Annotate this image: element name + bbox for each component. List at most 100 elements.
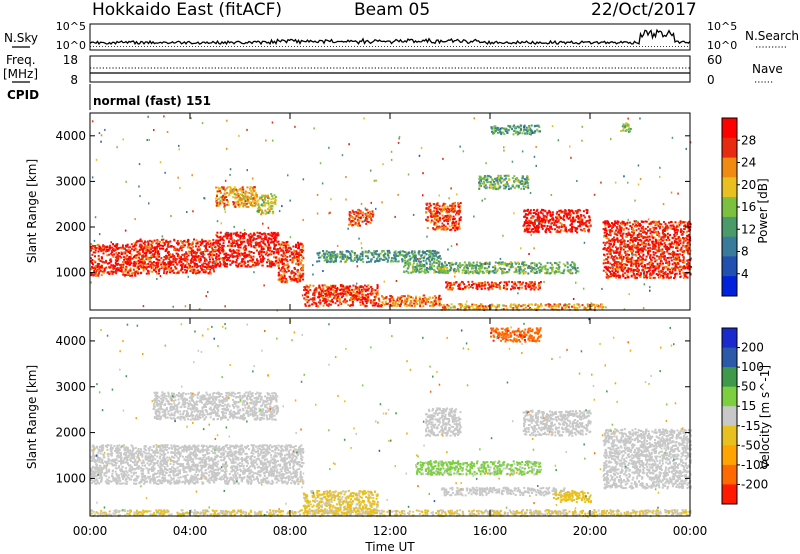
heatmap-cell bbox=[359, 217, 362, 219]
heatmap-cell bbox=[577, 225, 580, 228]
heatmap-cell bbox=[619, 227, 622, 230]
heatmap-cell bbox=[455, 220, 458, 223]
heatmap-cell bbox=[105, 246, 108, 249]
heatmap-cell bbox=[248, 250, 251, 253]
heatmap-cell bbox=[349, 211, 351, 214]
heatmap-cell bbox=[584, 221, 587, 224]
heatmap-cell bbox=[302, 244, 304, 247]
heatmap-cell bbox=[133, 245, 136, 248]
heatmap-cell bbox=[617, 270, 620, 273]
heatmap-cell bbox=[213, 270, 216, 273]
heatmap-cell bbox=[667, 226, 670, 229]
heatmap-cell bbox=[116, 257, 118, 259]
heatmap-cell bbox=[229, 254, 232, 257]
heatmap-cell bbox=[167, 241, 169, 243]
heatmap-cell bbox=[273, 256, 275, 259]
heatmap-cell bbox=[318, 293, 321, 296]
heatmap-cell bbox=[453, 222, 456, 225]
heatmap-cell bbox=[587, 219, 590, 222]
heatmap-cell bbox=[653, 243, 656, 246]
heatmap-cell bbox=[401, 250, 404, 253]
heatmap-cell bbox=[438, 205, 441, 208]
heatmap-cell bbox=[435, 296, 438, 299]
heatmap-cell bbox=[176, 263, 179, 266]
heatmap-cell bbox=[658, 239, 661, 242]
heatmap-cell bbox=[443, 219, 446, 222]
heatmap-cell bbox=[105, 250, 108, 253]
heatmap-cell bbox=[687, 247, 690, 250]
heatmap-cell bbox=[231, 254, 233, 257]
heatmap-cell bbox=[265, 251, 268, 254]
heatmap-cell bbox=[682, 258, 685, 261]
heatmap-cell bbox=[660, 271, 663, 273]
heatmap-cell bbox=[613, 263, 615, 266]
heatmap-cell bbox=[685, 230, 688, 233]
heatmap-cell bbox=[185, 266, 188, 269]
heatmap-cell bbox=[342, 290, 345, 293]
heatmap-cell bbox=[243, 197, 246, 200]
heatmap-cell bbox=[139, 272, 142, 275]
heatmap-cell bbox=[254, 192, 257, 195]
heatmap-cell bbox=[550, 214, 553, 217]
heatmap-cell bbox=[577, 209, 579, 212]
heatmap-cell bbox=[347, 304, 350, 307]
heatmap-cell bbox=[365, 302, 368, 305]
heatmap-cell bbox=[129, 267, 132, 270]
heatmap-cell bbox=[589, 307, 592, 310]
heatmap-cell bbox=[273, 244, 276, 247]
heatmap-cell bbox=[370, 219, 373, 222]
heatmap-cell bbox=[282, 246, 285, 249]
heatmap-cell bbox=[151, 255, 154, 258]
heatmap-cell bbox=[358, 291, 361, 294]
heatmap-cell bbox=[229, 191, 232, 194]
heatmap-cell bbox=[518, 303, 521, 306]
heatmap-cell bbox=[679, 239, 682, 242]
heatmap-cell bbox=[355, 215, 358, 218]
heatmap-cell bbox=[187, 250, 190, 253]
heatmap-cell bbox=[187, 240, 189, 243]
heatmap-cell bbox=[623, 228, 626, 231]
heatmap-cell bbox=[334, 285, 337, 288]
heatmap-cell bbox=[613, 232, 616, 235]
heatmap-cell bbox=[679, 242, 682, 245]
heatmap-cell bbox=[674, 221, 677, 224]
heatmap-cell bbox=[543, 224, 546, 227]
heatmap-cell bbox=[290, 253, 293, 256]
heatmap-cell bbox=[133, 260, 136, 263]
heatmap-cell bbox=[173, 271, 175, 274]
heatmap-cell bbox=[663, 221, 665, 223]
heatmap-cell bbox=[658, 222, 661, 225]
heatmap-cell bbox=[450, 228, 453, 231]
heatmap-cell bbox=[348, 213, 351, 216]
heatmap-cell bbox=[142, 242, 145, 245]
heatmap-cell bbox=[204, 240, 207, 243]
heatmap-cell bbox=[319, 299, 322, 302]
heatmap-cell bbox=[384, 297, 387, 300]
heatmap-cell bbox=[683, 272, 686, 275]
heatmap-cell bbox=[275, 236, 278, 239]
heatmap-cell bbox=[250, 243, 252, 246]
heatmap-cell bbox=[680, 229, 683, 232]
heatmap-cell bbox=[523, 209, 526, 212]
heatmap-cell bbox=[294, 257, 297, 259]
heatmap-cell bbox=[195, 263, 198, 265]
heatmap-cell bbox=[277, 252, 280, 255]
heatmap-cell bbox=[370, 290, 373, 293]
heatmap-cell bbox=[684, 273, 687, 276]
heatmap-cell bbox=[639, 276, 642, 278]
heatmap-cell bbox=[648, 267, 651, 270]
heatmap-cell bbox=[626, 221, 629, 224]
heatmap-cell bbox=[266, 265, 269, 268]
heatmap-cell bbox=[532, 231, 535, 234]
heatmap-cell bbox=[534, 219, 536, 222]
heatmap-cell bbox=[627, 231, 630, 234]
heatmap-cell bbox=[354, 295, 357, 298]
heatmap-cell bbox=[221, 247, 224, 249]
heatmap-cell bbox=[674, 272, 677, 275]
heatmap-cell bbox=[614, 274, 617, 277]
heatmap-cell bbox=[633, 259, 636, 262]
heatmap-cell bbox=[444, 225, 447, 228]
heatmap-cell bbox=[438, 225, 441, 228]
heatmap-cell bbox=[261, 260, 264, 263]
heatmap-cell bbox=[568, 229, 571, 232]
